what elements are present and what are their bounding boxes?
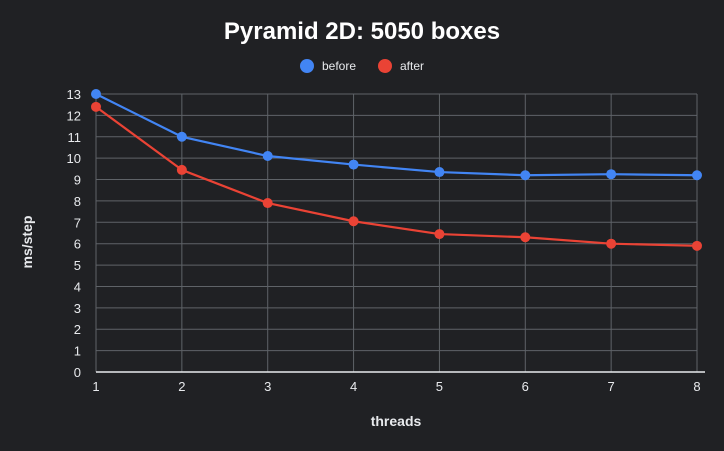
x-tick-label: 8 bbox=[693, 379, 700, 394]
y-tick-label: 10 bbox=[67, 151, 81, 166]
legend-marker-after bbox=[378, 59, 392, 73]
y-tick-label: 6 bbox=[74, 237, 81, 252]
x-tick-label: 6 bbox=[522, 379, 529, 394]
series-line-before bbox=[95, 93, 698, 177]
x-axis-ticks: 1 2 3 4 5 6 7 8 bbox=[92, 379, 700, 394]
data-point-before[interactable] bbox=[348, 159, 359, 170]
x-tick-label: 3 bbox=[264, 379, 271, 394]
y-tick-label: 2 bbox=[74, 322, 81, 337]
series-line-after bbox=[95, 105, 698, 247]
data-point-after[interactable] bbox=[348, 216, 359, 227]
x-tick-label: 7 bbox=[608, 379, 615, 394]
data-point-after[interactable] bbox=[606, 238, 617, 249]
legend-label-after[interactable]: after bbox=[400, 59, 424, 73]
y-tick-label: 11 bbox=[68, 130, 82, 145]
data-point-after[interactable] bbox=[262, 198, 273, 209]
data-point-before[interactable] bbox=[91, 89, 101, 99]
data-point-before[interactable] bbox=[262, 151, 273, 162]
series-after bbox=[91, 101, 702, 251]
legend-label-before[interactable]: before bbox=[322, 59, 356, 73]
x-axis-title: threads bbox=[371, 413, 422, 429]
data-point-before[interactable] bbox=[434, 167, 445, 178]
legend-marker-before bbox=[300, 59, 314, 73]
y-tick-label: 5 bbox=[74, 258, 81, 273]
data-point-after[interactable] bbox=[91, 101, 101, 112]
gridlines bbox=[95, 93, 705, 373]
data-point-after[interactable] bbox=[692, 240, 702, 251]
x-tick-label: 2 bbox=[178, 379, 185, 394]
legend: before after bbox=[300, 59, 424, 73]
data-point-after[interactable] bbox=[434, 229, 445, 240]
y-tick-label: 0 bbox=[74, 365, 81, 380]
chart-title: Pyramid 2D: 5050 boxes bbox=[224, 18, 500, 45]
series-before bbox=[91, 89, 702, 181]
data-point-before[interactable] bbox=[692, 170, 702, 181]
y-tick-label: 3 bbox=[74, 301, 81, 316]
data-point-before[interactable] bbox=[520, 170, 531, 181]
y-tick-label: 12 bbox=[67, 108, 81, 123]
y-tick-label: 1 bbox=[74, 344, 81, 359]
y-tick-label: 7 bbox=[74, 215, 81, 230]
x-tick-label: 1 bbox=[92, 379, 99, 394]
y-tick-label: 13 bbox=[67, 87, 81, 102]
data-point-before[interactable] bbox=[606, 169, 617, 180]
x-tick-label: 4 bbox=[350, 379, 357, 394]
x-tick-label: 5 bbox=[436, 379, 443, 394]
data-point-after[interactable] bbox=[520, 232, 531, 243]
y-tick-label: 9 bbox=[74, 173, 81, 188]
data-point-after[interactable] bbox=[176, 164, 187, 175]
data-point-before[interactable] bbox=[176, 131, 187, 142]
y-tick-label: 8 bbox=[74, 194, 81, 209]
series bbox=[91, 89, 702, 251]
y-axis-title: ms/step bbox=[19, 216, 35, 269]
y-tick-label: 4 bbox=[74, 279, 81, 294]
